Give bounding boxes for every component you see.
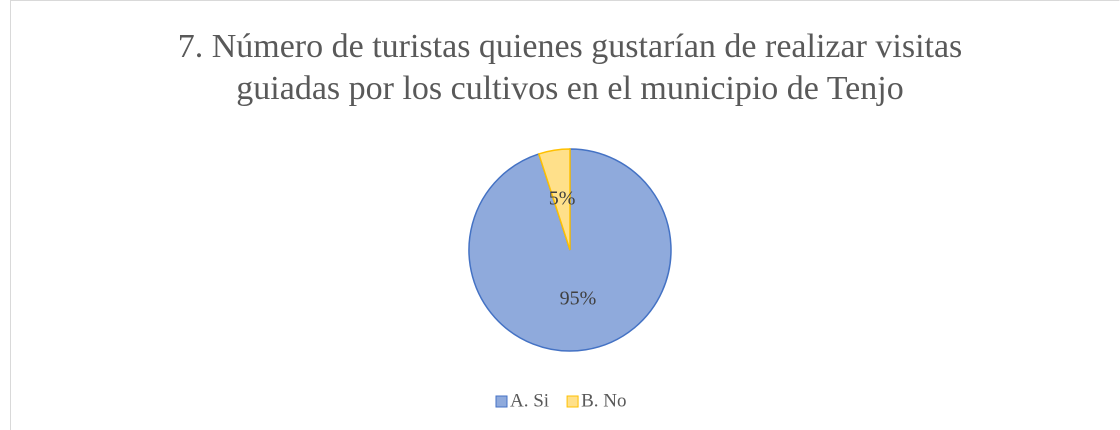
data-label: 5%: [549, 188, 576, 210]
legend-label: B. No: [581, 390, 626, 411]
legend-swatch: [566, 395, 579, 408]
chart-title: 7. Número de turistas quienes gustarían …: [177, 28, 963, 107]
data-label: 95%: [560, 287, 597, 309]
pie-slice: [537, 148, 571, 251]
chart-border: [10, 0, 1120, 430]
legend-label: A. Si: [510, 390, 549, 411]
legend-swatch: [495, 395, 508, 408]
